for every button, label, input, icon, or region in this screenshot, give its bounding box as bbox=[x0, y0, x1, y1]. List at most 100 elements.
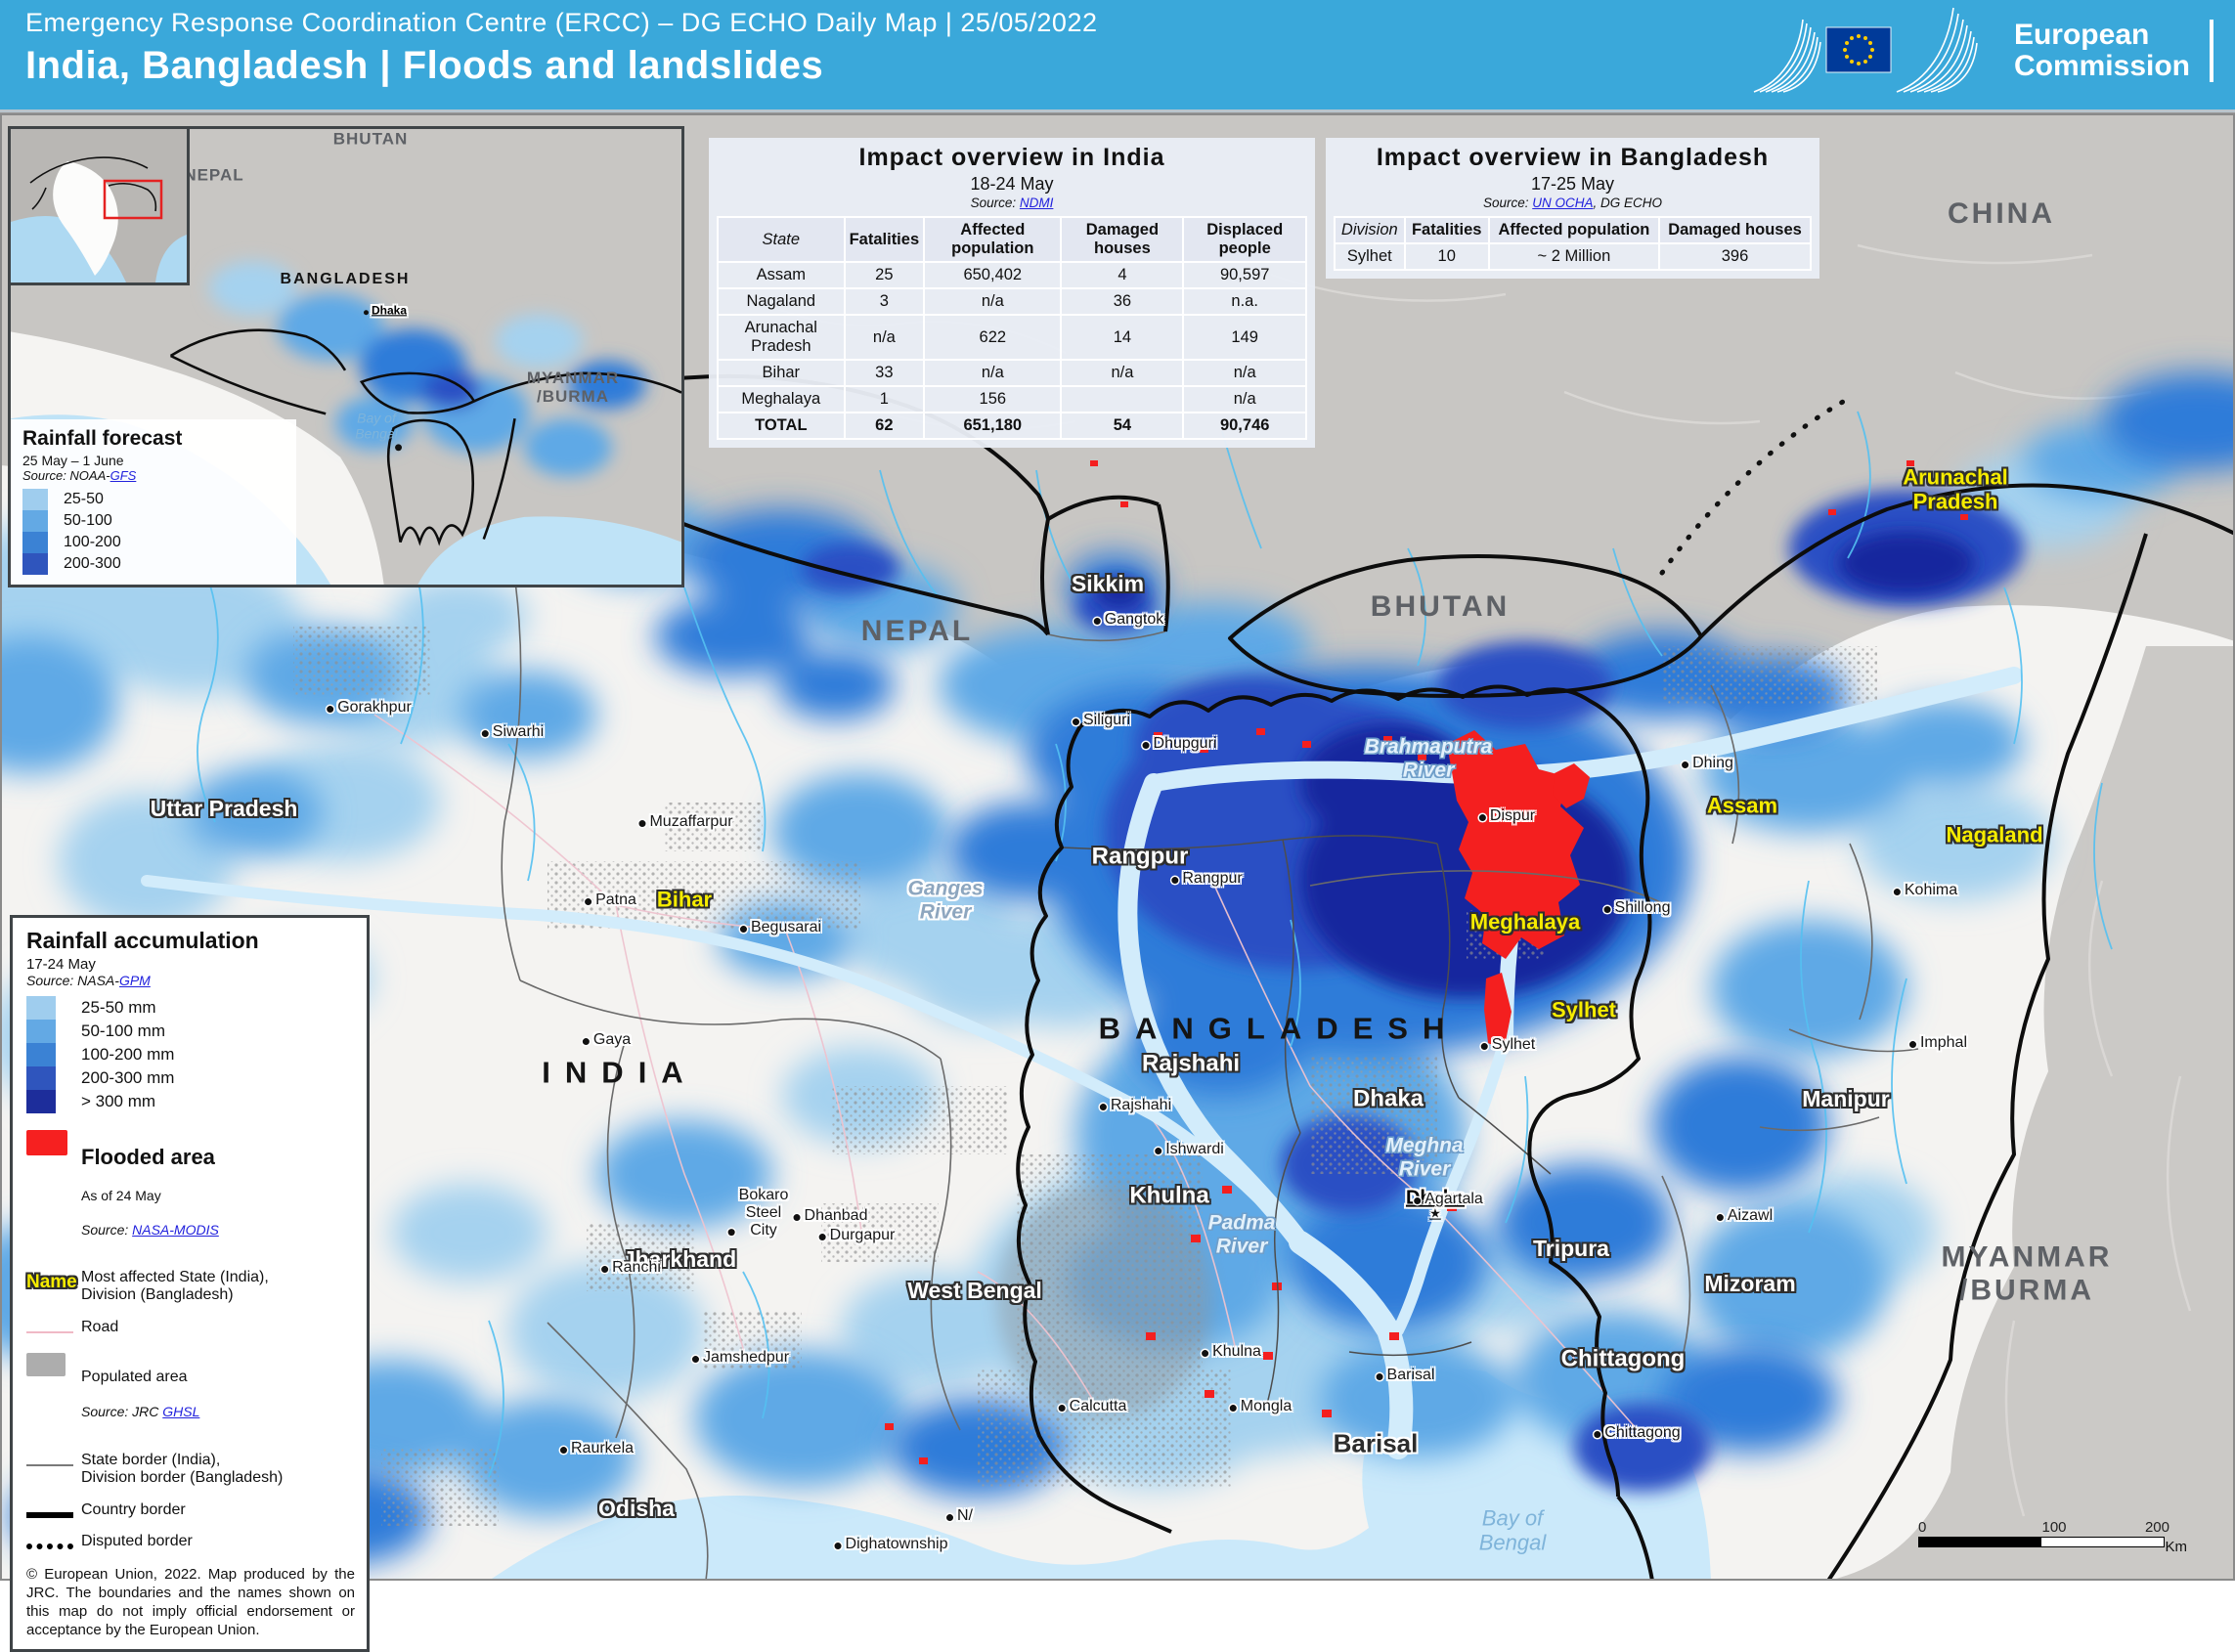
flooded-source: Source: NASA-MODIS bbox=[81, 1222, 219, 1238]
legend-state-border-item: State border (India), Division border (B… bbox=[26, 1452, 355, 1488]
forecast-classes: 25-50 50-100 100-200 200-300 bbox=[22, 489, 286, 575]
column-header: Affected population bbox=[1487, 216, 1661, 244]
locator-canvas bbox=[11, 129, 187, 283]
scale-bar-graphic bbox=[1918, 1537, 2165, 1547]
scale-200: 200 bbox=[2144, 1519, 2169, 1536]
column-header: Fatalities bbox=[843, 216, 926, 263]
table-cell: 10 bbox=[1403, 242, 1490, 271]
logo-divider bbox=[2210, 20, 2213, 82]
bangladesh-source-link[interactable]: UN OCHA bbox=[1532, 196, 1594, 210]
forecast-source: Source: NOAA-GFS bbox=[22, 468, 286, 483]
eu-flag-icon bbox=[1753, 7, 1978, 93]
table-cell: Meghalaya bbox=[717, 385, 846, 413]
column-header: Fatalities bbox=[1403, 216, 1490, 244]
legend-class-swatch bbox=[22, 532, 48, 553]
legend-class-swatch bbox=[22, 510, 48, 532]
affected-name-sample: Name bbox=[26, 1272, 77, 1293]
legend-class-swatch bbox=[26, 1090, 56, 1113]
legend-classes: 25-50 mm 50-100 mm 100-200 mm 200-300 mm > 3… bbox=[26, 996, 355, 1113]
table-cell: 90,746 bbox=[1182, 412, 1307, 440]
legend-class-label: 100-200 mm bbox=[81, 1045, 175, 1064]
forecast-source-link[interactable]: GFS bbox=[110, 468, 137, 483]
legend-class-label: 50-100 bbox=[64, 512, 112, 529]
table-cell: 3 bbox=[843, 287, 926, 316]
table-cell: ~ 2 Million bbox=[1487, 242, 1661, 271]
table-cell: 396 bbox=[1658, 242, 1812, 271]
table-cell: n/a bbox=[923, 287, 1063, 316]
legend-class-row: 100-200 mm bbox=[26, 1043, 355, 1066]
table-cell: n/a bbox=[1182, 385, 1307, 413]
state-border-label: State border (India), Division border (B… bbox=[81, 1451, 284, 1487]
legend-period: 17-24 May bbox=[26, 956, 96, 973]
legend-class-row: 25-50 mm bbox=[26, 996, 355, 1020]
logo-line1: European bbox=[2013, 18, 2150, 51]
legend-class-label: 25-50 mm bbox=[81, 998, 156, 1017]
populated-label: Populated area bbox=[81, 1368, 188, 1385]
scale-bar: 0 100 200 Km bbox=[1918, 1519, 2187, 1555]
table-row: Sylhet 10 ~ 2 Million 396 bbox=[1334, 242, 1812, 271]
populated-source-link[interactable]: GHSL bbox=[162, 1404, 200, 1420]
map-legend: Rainfall accumulation 17-24 May Source: … bbox=[10, 915, 370, 1652]
legend-road-item: Road bbox=[26, 1319, 355, 1336]
table-cell: 54 bbox=[1060, 412, 1185, 440]
column-header: Damaged houses bbox=[1060, 216, 1185, 263]
legend-class-row: 200-300 bbox=[22, 553, 286, 575]
legend-disputed-border-item: Disputed border bbox=[26, 1533, 355, 1550]
table-row: Arunachal Pradesh n/a 622 14 149 bbox=[717, 314, 1307, 361]
flooded-source-prefix: Source: bbox=[81, 1221, 133, 1238]
india-table-period: 18-24 May bbox=[970, 174, 1054, 194]
forecast-source-prefix: Source: NOAA- bbox=[22, 468, 110, 483]
column-header: Division bbox=[1334, 216, 1406, 244]
flooded-title: Flooded area bbox=[81, 1145, 215, 1170]
legend-country-border-item: Country border bbox=[26, 1501, 355, 1519]
header-bar: Emergency Response Coordination Centre (… bbox=[0, 0, 2235, 112]
table-cell: 4 bbox=[1060, 261, 1185, 289]
india-table-title: Impact overview in India bbox=[858, 144, 1165, 171]
legend-class-swatch bbox=[26, 996, 56, 1020]
legend-class-row: 50-100 bbox=[22, 510, 286, 532]
india-source-link[interactable]: NDMI bbox=[1019, 196, 1054, 210]
rainfall-forecast-legend: Rainfall forecast 25 May – 1 June Source… bbox=[11, 419, 296, 585]
header-subtitle: Emergency Response Coordination Centre (… bbox=[25, 8, 1098, 37]
table-row: Nagaland 3 n/a 36 n.a. bbox=[717, 287, 1307, 316]
bangladesh-source-prefix: Source: bbox=[1482, 196, 1533, 210]
india-data-table: State Fatalities Affected population Damage… bbox=[717, 216, 1307, 440]
forecast-title: Rainfall forecast bbox=[22, 427, 183, 450]
column-header: Affected population bbox=[923, 216, 1063, 263]
table-row: Meghalaya 1 156 n/a bbox=[717, 385, 1307, 413]
header-titles: Emergency Response Coordination Centre (… bbox=[25, 8, 1097, 88]
legend-class-row: 25-50 bbox=[22, 489, 286, 510]
table-cell: 33 bbox=[843, 359, 926, 387]
india-source-prefix: Source: bbox=[970, 196, 1020, 210]
legend-class-swatch bbox=[22, 489, 48, 510]
table-cell: Nagaland bbox=[717, 287, 846, 316]
bangladesh-table-source: Source: UN OCHA, DG ECHO bbox=[1334, 196, 1812, 210]
table-cell: n/a bbox=[1060, 359, 1185, 387]
legend-class-row: 200-300 mm bbox=[26, 1066, 355, 1090]
locator-minimap bbox=[11, 129, 190, 285]
main-map: NEPAL BHUTAN CHINA MYANMAR /BURMA INDIA BANGL… bbox=[0, 112, 2235, 1652]
table-cell: Arunachal Pradesh bbox=[717, 314, 846, 361]
column-header: Damaged houses bbox=[1658, 216, 1812, 244]
table-cell: 36 bbox=[1060, 287, 1185, 316]
legend-class-swatch bbox=[26, 1043, 56, 1066]
table-row: Bihar 33 n/a n/a n/a bbox=[717, 359, 1307, 387]
legend-class-label: 25-50 bbox=[64, 491, 104, 507]
legend-class-swatch bbox=[26, 1066, 56, 1090]
legend-source-link[interactable]: GPM bbox=[118, 973, 151, 988]
legend-class-swatch bbox=[22, 553, 48, 575]
legend-source: Source: NASA-GPM bbox=[26, 973, 355, 988]
flooded-source-link[interactable]: NASA-MODIS bbox=[132, 1221, 219, 1238]
table-cell: n/a bbox=[1182, 359, 1307, 387]
locator-extent-box bbox=[103, 179, 163, 220]
table-cell: 1 bbox=[843, 385, 926, 413]
table-cell: 25 bbox=[843, 261, 926, 289]
bangladesh-data-table: Division Fatalities Affected population Dam… bbox=[1334, 216, 1812, 271]
disputed-border-label: Disputed border bbox=[81, 1533, 193, 1550]
inset-overview-map: CHINABHUTANNEPALINDIABANGLADESHDhakaMYAN… bbox=[8, 126, 684, 587]
table-cell: 650,402 bbox=[923, 261, 1063, 289]
copyright-text: © European Union, 2022. Map produced by … bbox=[26, 1566, 355, 1638]
affected-name-desc: Most affected State (India), Division (B… bbox=[81, 1269, 269, 1304]
flooded-sub: As of 24 May bbox=[81, 1188, 161, 1204]
table-cell: 149 bbox=[1182, 314, 1307, 361]
